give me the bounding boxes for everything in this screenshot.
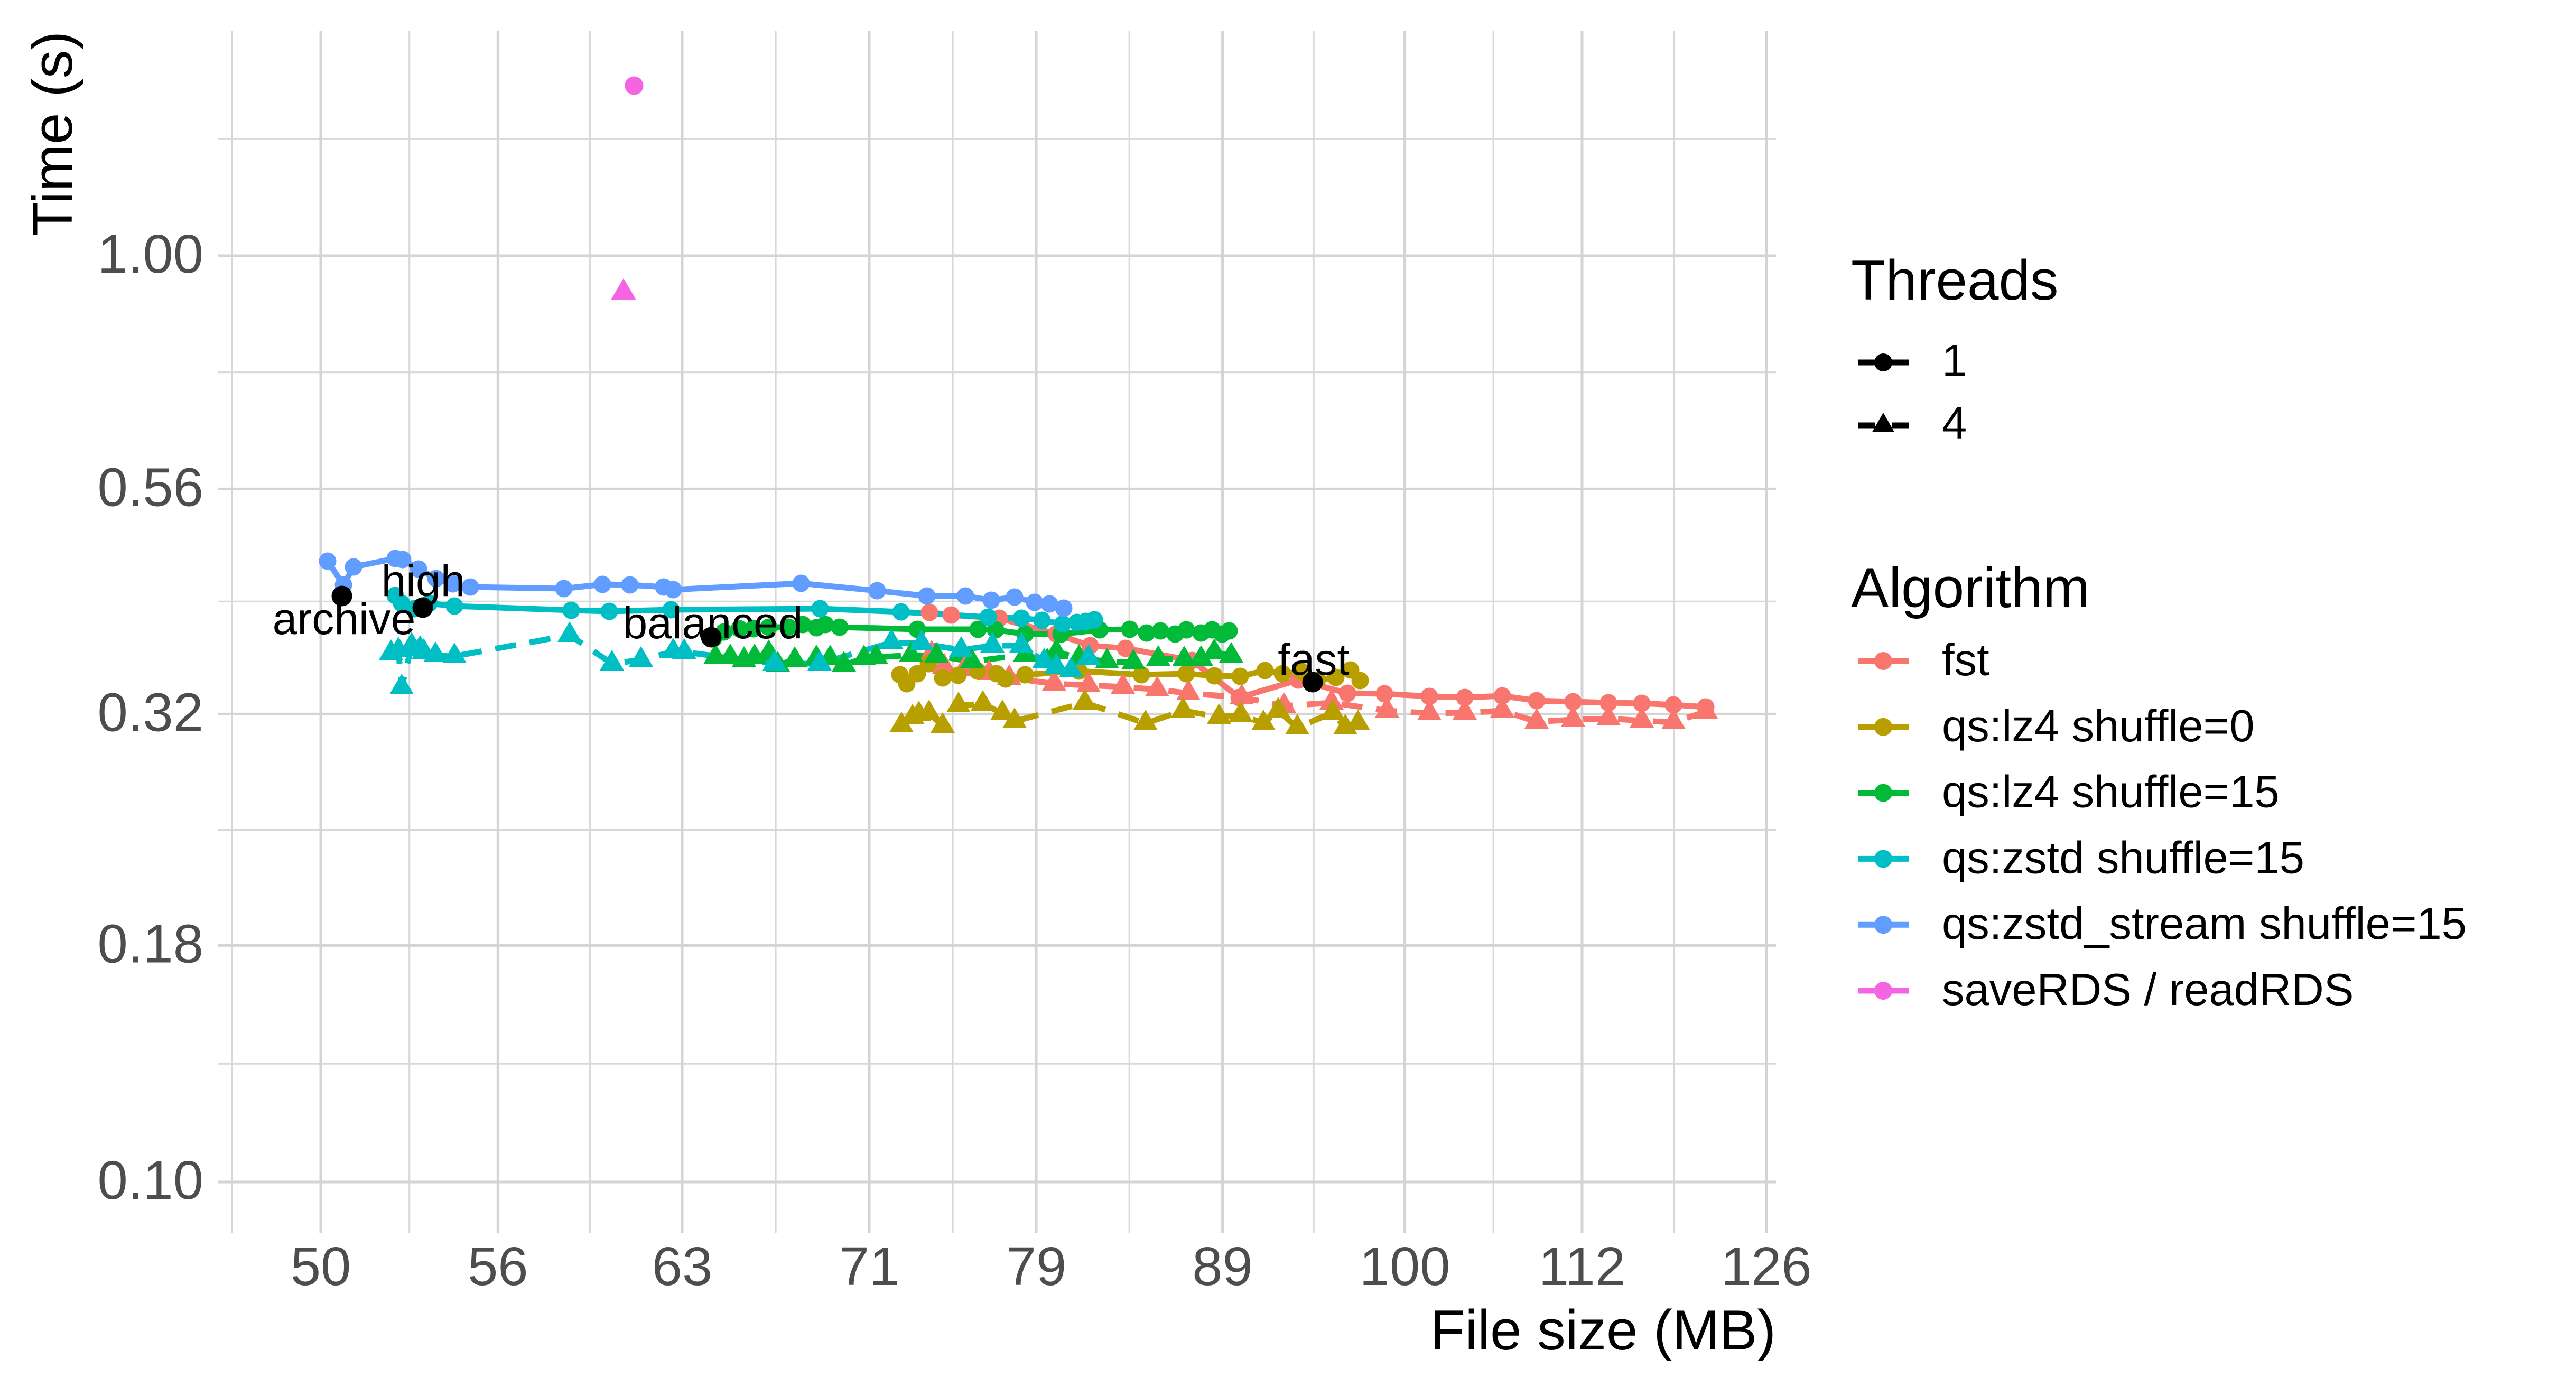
svg-text:Algorithm: Algorithm xyxy=(1851,556,2090,619)
svg-text:balanced: balanced xyxy=(623,598,803,648)
svg-text:126: 126 xyxy=(1721,1236,1812,1297)
svg-text:fast: fast xyxy=(1278,635,1349,684)
svg-text:89: 89 xyxy=(1192,1236,1253,1297)
svg-text:qs:zstd_stream shuffle=15: qs:zstd_stream shuffle=15 xyxy=(1942,899,2467,949)
svg-text:1: 1 xyxy=(1942,336,1967,386)
svg-text:0.56: 0.56 xyxy=(98,457,203,517)
svg-text:71: 71 xyxy=(839,1236,900,1297)
svg-text:0.32: 0.32 xyxy=(98,682,203,742)
svg-text:1.00: 1.00 xyxy=(98,224,203,284)
svg-text:qs:lz4 shuffle=0: qs:lz4 shuffle=0 xyxy=(1942,701,2254,751)
svg-text:50: 50 xyxy=(291,1236,351,1297)
svg-text:63: 63 xyxy=(652,1236,713,1297)
svg-text:0.10: 0.10 xyxy=(98,1150,203,1211)
svg-text:79: 79 xyxy=(1006,1236,1067,1297)
svg-text:112: 112 xyxy=(1539,1236,1625,1297)
svg-text:qs:lz4 shuffle=15: qs:lz4 shuffle=15 xyxy=(1942,767,2280,817)
svg-text:high: high xyxy=(382,556,466,606)
svg-text:fst: fst xyxy=(1942,635,1989,685)
svg-text:56: 56 xyxy=(468,1236,528,1297)
svg-text:saveRDS / readRDS: saveRDS / readRDS xyxy=(1942,965,2354,1015)
svg-text:archive: archive xyxy=(273,594,416,644)
svg-text:4: 4 xyxy=(1942,398,1967,449)
svg-text:Threads: Threads xyxy=(1851,248,2059,312)
svg-text:Time (s): Time (s) xyxy=(21,31,84,236)
svg-text:qs:zstd shuffle=15: qs:zstd shuffle=15 xyxy=(1942,833,2304,883)
svg-text:0.18: 0.18 xyxy=(98,913,203,974)
svg-text:File size (MB): File size (MB) xyxy=(1430,1298,1776,1362)
svg-text:100: 100 xyxy=(1360,1236,1450,1297)
